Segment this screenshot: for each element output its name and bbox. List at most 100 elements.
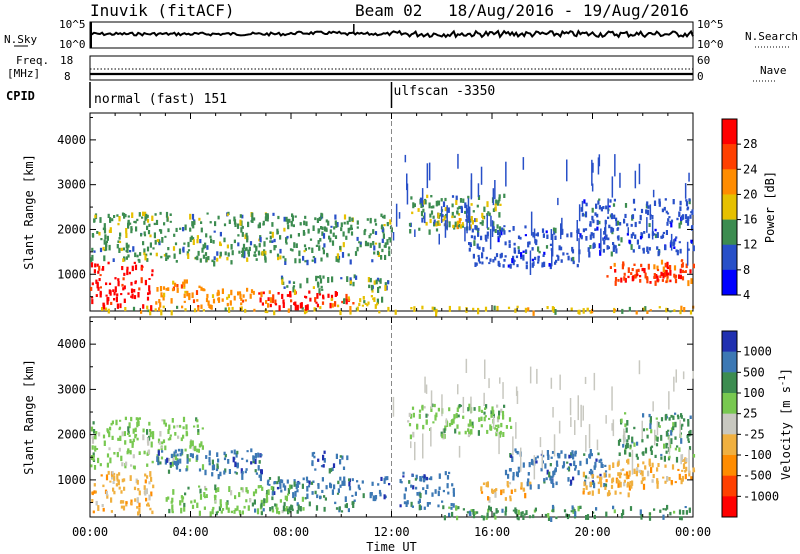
velocity-cell xyxy=(552,509,555,513)
power-cell xyxy=(172,280,175,285)
power-cell xyxy=(362,296,365,300)
power-cell xyxy=(455,195,458,201)
velocity-cell xyxy=(173,425,176,429)
power-cell xyxy=(609,266,612,269)
velocity-cell xyxy=(305,476,309,481)
power-cell xyxy=(264,250,267,255)
velocity-colorbar-label-sup: -1 xyxy=(778,375,788,386)
velocity-cell xyxy=(546,469,549,475)
power-cell xyxy=(610,251,613,257)
power-cell xyxy=(123,213,126,219)
velocity-cell xyxy=(201,464,205,470)
power-cell xyxy=(128,271,131,275)
power-cell xyxy=(383,244,386,248)
velocity-cell xyxy=(604,464,607,467)
velocity-cell xyxy=(586,514,590,520)
power-cell xyxy=(213,230,216,233)
power-cell xyxy=(154,308,157,312)
velocity-cell xyxy=(469,421,472,427)
power-streak xyxy=(597,157,600,175)
power-cell xyxy=(641,267,644,272)
power-cell xyxy=(614,277,618,282)
velocity-cell xyxy=(633,442,636,447)
velocity-cell xyxy=(431,492,434,497)
power-cell xyxy=(640,263,643,268)
velocity-streak xyxy=(520,447,522,472)
power-cell xyxy=(168,255,171,258)
velocity-cell xyxy=(267,479,270,482)
power-cell xyxy=(654,280,657,286)
power-cell xyxy=(409,229,412,234)
power-cell xyxy=(196,255,199,261)
velocity-cell xyxy=(510,454,513,458)
power-cell xyxy=(558,245,561,251)
power-cell xyxy=(554,309,557,315)
power-cell xyxy=(286,235,289,239)
velocity-cell xyxy=(464,430,467,435)
velocity-cell xyxy=(254,459,257,465)
power-cell xyxy=(237,291,240,296)
velocity-cell xyxy=(567,477,570,482)
velocity-cell xyxy=(131,442,134,448)
velocity-cell xyxy=(593,482,596,489)
velocity-cell xyxy=(161,419,164,422)
velocity-cell xyxy=(344,496,347,502)
power-cell xyxy=(119,303,122,309)
velocity-cell xyxy=(91,438,95,444)
velocity-cell xyxy=(598,459,601,463)
power-cell xyxy=(662,272,665,279)
power-cell xyxy=(90,262,94,268)
velocity-cell xyxy=(118,472,121,476)
power-cell xyxy=(660,271,663,277)
power-cell xyxy=(318,216,321,221)
power-cell xyxy=(253,308,256,312)
velocity-cell xyxy=(246,450,249,453)
velocity-cell xyxy=(657,421,660,428)
power-cell xyxy=(609,199,612,203)
velocity-cell xyxy=(91,491,94,496)
velocity-cell xyxy=(587,476,590,480)
power-cell xyxy=(431,306,434,310)
power-cell xyxy=(322,247,325,250)
velocity-cell xyxy=(283,502,286,507)
velocity-cell xyxy=(644,465,647,470)
power-cell xyxy=(318,293,322,296)
power-cell xyxy=(668,216,671,219)
velocity-cell xyxy=(297,504,300,511)
power-cell xyxy=(445,213,448,218)
velocity-cell xyxy=(421,475,424,478)
velocity-cell xyxy=(219,471,222,477)
power-cell xyxy=(146,214,149,218)
velocity-cell xyxy=(548,471,551,478)
velocity-cell xyxy=(493,512,496,517)
velocity-cell xyxy=(663,455,666,462)
power-cell xyxy=(288,280,291,284)
velocity-cell xyxy=(127,431,130,434)
power-cell xyxy=(478,246,481,250)
power-cell xyxy=(517,235,521,239)
power-cell xyxy=(167,247,170,251)
power-cell xyxy=(181,305,184,309)
velocity-streak xyxy=(458,445,461,458)
velocity-cell xyxy=(457,414,460,418)
power-cell xyxy=(335,256,338,262)
velocity-streak xyxy=(641,420,643,439)
freq-tick-top: 18 xyxy=(60,54,73,67)
power-cell xyxy=(639,279,642,283)
power-cell xyxy=(249,293,252,299)
power-cell xyxy=(144,255,147,261)
power-cell xyxy=(680,264,684,268)
velocity-cell xyxy=(549,463,552,467)
power-cell xyxy=(188,294,191,301)
power-cell xyxy=(492,226,495,231)
velocity-cell xyxy=(585,458,588,465)
velocity-cell xyxy=(298,482,301,485)
velocity-cell xyxy=(408,480,411,484)
power-streak xyxy=(457,153,459,169)
velocity-streak xyxy=(430,427,432,447)
power-streak xyxy=(426,163,429,189)
power-cell xyxy=(470,235,473,239)
power-cell xyxy=(263,253,266,256)
velocity-streak xyxy=(414,441,416,461)
power-cell xyxy=(282,299,285,304)
